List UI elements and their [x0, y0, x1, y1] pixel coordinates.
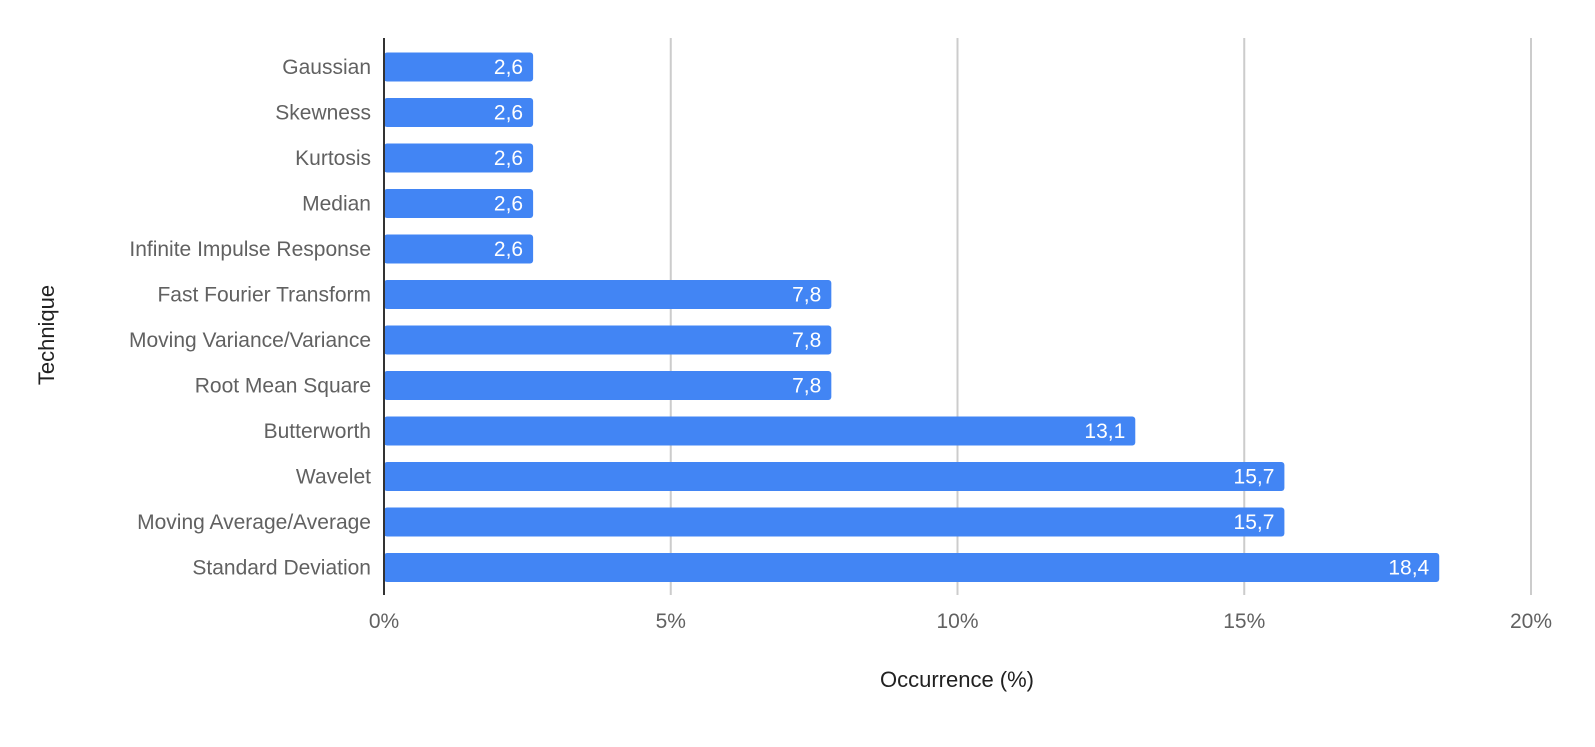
bar	[384, 371, 832, 400]
y-category-label: Wavelet	[296, 466, 371, 489]
bar	[384, 325, 832, 355]
bar	[384, 462, 1285, 491]
y-category-label: Standard Deviation	[192, 557, 371, 580]
x-tick-label: 20%	[1510, 610, 1552, 633]
y-category-label: Butterworth	[264, 420, 371, 443]
y-axis-title: Technique	[34, 285, 59, 385]
x-tick-label: 10%	[936, 610, 978, 633]
bar-data-label: 13,1	[1084, 420, 1125, 443]
y-category-label: Skewness	[275, 102, 371, 125]
y-category-label: Kurtosis	[295, 147, 371, 170]
bar-data-label: 2,6	[494, 238, 523, 261]
bar	[384, 189, 534, 218]
bar-data-label: 2,6	[494, 56, 523, 79]
bar	[384, 280, 832, 309]
y-category-label: Infinite Impulse Response	[129, 238, 371, 261]
bar-data-label: 2,6	[494, 102, 523, 125]
y-category-label: Median	[302, 193, 371, 216]
y-category-label: Moving Average/Average	[137, 511, 371, 534]
gridlines	[669, 38, 1532, 595]
bar-data-label: 15,7	[1234, 466, 1275, 489]
bar	[384, 234, 534, 264]
bar	[384, 416, 1136, 446]
bar-data-label: 2,6	[494, 147, 523, 170]
y-category-label: Moving Variance/Variance	[129, 329, 371, 352]
bar-data-label: 18,4	[1388, 557, 1429, 580]
bar	[384, 52, 534, 82]
y-category-label: Fast Fourier Transform	[157, 284, 371, 307]
x-tick-label: 15%	[1223, 610, 1265, 633]
bar-data-label: 7,8	[792, 284, 821, 307]
x-tick-label: 0%	[369, 610, 399, 633]
bars: 2,6 2,6 2,6 2,6 2,6 7,8 7,8 7,8 13,1 15,7 15,7 18,4	[384, 52, 1440, 582]
bar	[384, 98, 534, 127]
x-tick-label: 5%	[656, 610, 686, 633]
bar-data-label: 15,7	[1234, 511, 1275, 534]
bar	[384, 143, 534, 173]
y-category-label: Root Mean Square	[195, 375, 371, 398]
y-category-label: Gaussian	[282, 56, 371, 79]
bar-data-label: 7,8	[792, 375, 821, 398]
bar	[384, 507, 1285, 537]
bar-data-label: 7,8	[792, 329, 821, 352]
x-axis-title: Occurrence (%)	[880, 667, 1034, 692]
axes: 0% 5% 10% 15% 20% Gaussian Skewness Kurtosis Med…	[129, 38, 1552, 633]
bar	[384, 553, 1440, 582]
bar-data-label: 2,6	[494, 193, 523, 216]
